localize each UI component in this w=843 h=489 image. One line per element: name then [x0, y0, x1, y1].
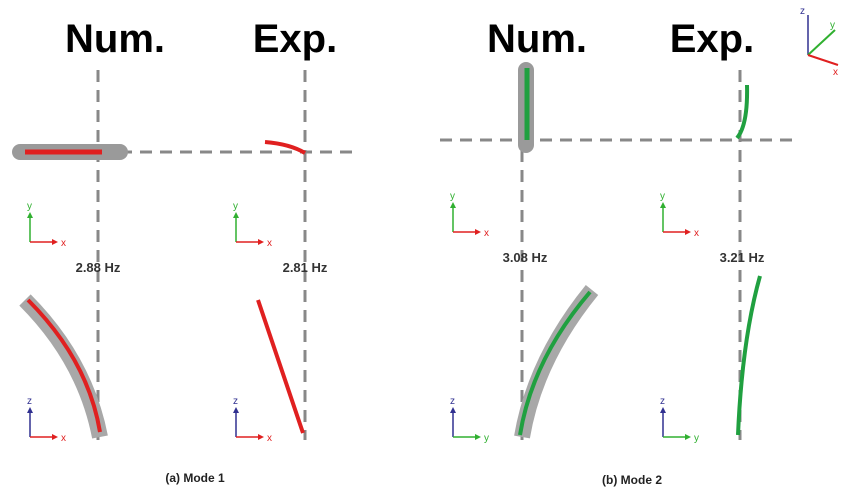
axis-label: x [484, 228, 489, 239]
figure: Num. Exp. 2.88 Hz 2.81 Hz (a) Mode 1 Num… [0, 0, 843, 489]
caption: (b) Mode 2 [602, 473, 662, 487]
frequency: 2.81 Hz [283, 260, 328, 275]
arrow-head [685, 229, 691, 235]
arrow-head [450, 202, 456, 208]
axis-label: z [450, 396, 455, 407]
axis-label: y [27, 201, 32, 212]
axis-label: x [267, 238, 272, 249]
arrow-head [685, 434, 691, 440]
frequency: 3.21 Hz [720, 250, 765, 265]
arrow-head [475, 434, 481, 440]
arrow-head [233, 212, 239, 218]
arrow-head [258, 434, 264, 440]
heading: Exp. [253, 17, 337, 61]
axis-label: z [27, 396, 32, 407]
axis-label: x [694, 228, 699, 239]
arrow-head [52, 239, 58, 245]
axes-icons: y x y x z x z x y x y x z y z y [27, 191, 699, 444]
arrow-head [475, 229, 481, 235]
frequency: 3.08 Hz [503, 250, 548, 265]
axis-label: y [694, 433, 699, 444]
arrow-head [660, 202, 666, 208]
arrow-head [27, 212, 33, 218]
orientation-triad: z y x [800, 6, 838, 78]
axis-label: z [233, 396, 238, 407]
arrow-head [233, 407, 239, 413]
frequency: 2.88 Hz [76, 260, 121, 275]
arrow-head [660, 407, 666, 413]
heading: Num. [487, 17, 587, 61]
axis-label: x [267, 433, 272, 444]
heading: Exp. [670, 17, 754, 61]
axis-label: y [830, 20, 835, 31]
axis-label: y [484, 433, 489, 444]
axis-label: x [833, 67, 838, 78]
arrow-head [52, 434, 58, 440]
axis-label: x [61, 238, 66, 249]
axis-label: z [800, 6, 805, 17]
arrow-head [27, 407, 33, 413]
arrow-head [450, 407, 456, 413]
heading: Num. [65, 17, 165, 61]
axis-label: y [660, 191, 665, 202]
axis-label: y [233, 201, 238, 212]
axis-label: z [660, 396, 665, 407]
axis-label: y [450, 191, 455, 202]
arrow-head [258, 239, 264, 245]
axis-label: x [61, 433, 66, 444]
mode-line [258, 300, 303, 433]
caption: (a) Mode 1 [165, 471, 225, 485]
num-shape [25, 300, 100, 437]
num-shape [522, 290, 592, 437]
